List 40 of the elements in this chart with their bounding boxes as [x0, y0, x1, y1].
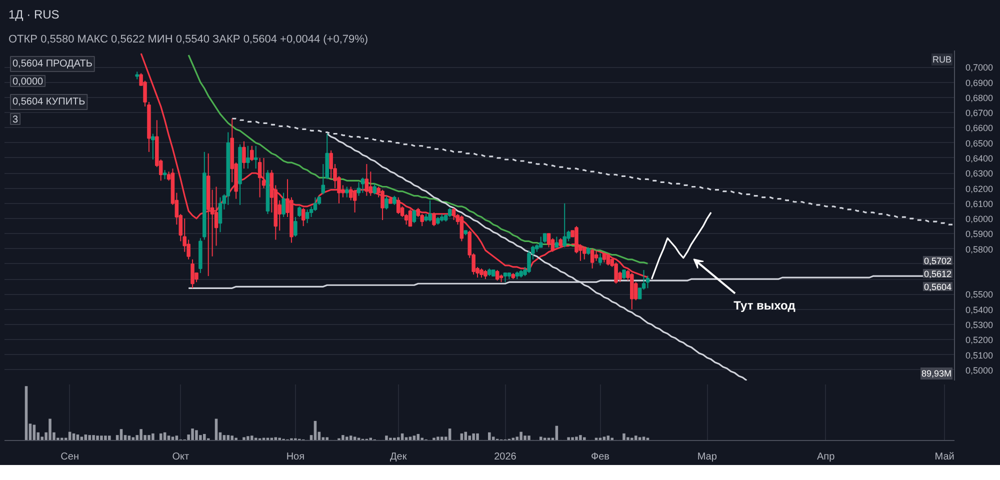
annotation: 0,5604 ПРОДАТЬ: [12, 58, 93, 70]
x-tick-label: Мар: [697, 452, 718, 462]
y-tick-label: 0,5300: [966, 320, 994, 330]
y-tick-label: 0,7000: [966, 62, 994, 73]
y-tick-label: 0,6800: [966, 92, 994, 103]
y-tick-label: 0,5400: [966, 304, 994, 315]
y-axis-title: RUB: [932, 54, 952, 64]
y-tick-label: 0,6000: [966, 214, 994, 224]
annotation: 0,5604: [924, 282, 952, 292]
chart-subtitle: ОТКР 0,5580 МАКС 0,5622 МИН 0,5540 ЗАКР 0,5604 +0,0044 (+0,79%): [8, 34, 368, 46]
chart-title: 1Д · RUS: [8, 8, 60, 22]
x-tick-label: Апр: [817, 452, 836, 462]
y-tick-label: 0,6600: [966, 123, 994, 134]
annotation: 3: [12, 114, 18, 126]
y-tick-label: 0,5500: [966, 290, 994, 300]
y-tick-label: 0,6900: [966, 78, 994, 88]
annotation: 0,0000: [12, 76, 44, 88]
x-tick-label: Окт: [172, 452, 190, 462]
x-tick-label: Ноя: [286, 452, 305, 462]
x-tick-label: Май: [934, 452, 954, 462]
annotation: 0,5702: [924, 256, 952, 266]
y-tick-label: 0,5900: [966, 229, 994, 240]
x-tick-label: 2026: [494, 452, 517, 462]
x-tick-label: Сен: [60, 452, 79, 462]
y-tick-label: 0,5200: [966, 335, 994, 346]
annotation: 89,93M: [921, 368, 952, 378]
y-tick-label: 0,6500: [966, 138, 994, 148]
y-tick-label: 0,5800: [966, 244, 994, 254]
y-tick-label: 0,6100: [966, 198, 994, 209]
annotation: Тут выход: [734, 298, 796, 313]
y-tick-label: 0,6400: [966, 153, 994, 164]
x-tick-label: Дек: [390, 452, 408, 462]
y-tick-label: 0,5000: [966, 365, 994, 376]
y-tick-label: 0,6300: [966, 168, 994, 179]
annotation: 0,5604 КУПИТЬ: [12, 96, 86, 108]
annotation: 0,5612: [924, 269, 952, 279]
x-tick-label: Фев: [590, 452, 610, 462]
y-tick-label: 0,5100: [966, 350, 994, 360]
y-tick-label: 0,6200: [966, 184, 994, 194]
y-tick-label: 0,6700: [966, 108, 994, 118]
